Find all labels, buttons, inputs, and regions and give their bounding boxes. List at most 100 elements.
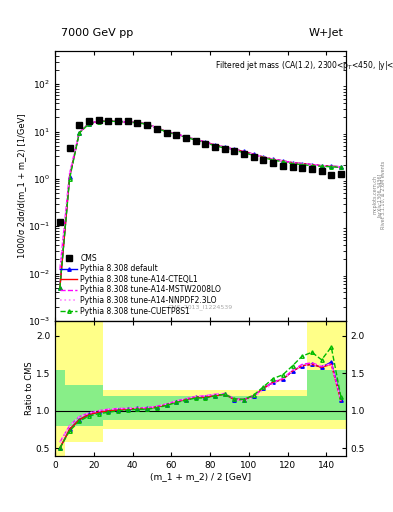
Pythia 8.308 tune-A14-MSTW2008LO <box>77 130 82 136</box>
Pythia 8.308 tune-A14-MSTW2008LO <box>203 139 208 145</box>
CMS <box>86 118 91 124</box>
Pythia 8.308 default <box>252 152 256 158</box>
Y-axis label: Ratio to CMS: Ratio to CMS <box>26 361 35 415</box>
Pythia 8.308 tune-CUETP8S1 <box>242 150 246 156</box>
CMS <box>213 143 217 150</box>
Pythia 8.308 tune-CUETP8S1 <box>106 118 111 124</box>
Pythia 8.308 tune-A14-CTEQL1 <box>213 142 217 148</box>
Text: [arXiv:1306.3436]: [arXiv:1306.3436] <box>377 173 382 217</box>
Text: 7000 GeV pp: 7000 GeV pp <box>61 28 133 38</box>
Pythia 8.308 tune-A14-NNPDF2.3LO <box>271 156 275 162</box>
Pythia 8.308 tune-CUETP8S1 <box>252 153 256 159</box>
Pythia 8.308 tune-CUETP8S1 <box>184 134 188 140</box>
Pythia 8.308 tune-A14-NNPDF2.3LO <box>213 142 217 148</box>
Pythia 8.308 tune-A14-CTEQL1 <box>57 285 62 291</box>
Pythia 8.308 tune-CUETP8S1 <box>271 157 275 163</box>
CMS <box>135 119 140 125</box>
Pythia 8.308 tune-A14-CTEQL1 <box>290 160 295 166</box>
Pythia 8.308 tune-A14-MSTW2008LO <box>154 125 159 131</box>
Pythia 8.308 default <box>96 118 101 124</box>
Pythia 8.308 tune-CUETP8S1 <box>213 143 217 149</box>
Pythia 8.308 tune-CUETP8S1 <box>290 161 295 167</box>
Pythia 8.308 default <box>329 163 334 169</box>
CMS <box>222 146 227 153</box>
Pythia 8.308 tune-CUETP8S1 <box>232 147 237 154</box>
Pythia 8.308 default <box>193 136 198 142</box>
Pythia 8.308 tune-CUETP8S1 <box>67 176 72 182</box>
Pythia 8.308 tune-A14-CTEQL1 <box>67 174 72 180</box>
Pythia 8.308 tune-A14-CTEQL1 <box>184 134 188 140</box>
Pythia 8.308 tune-A14-MSTW2008LO <box>222 144 227 150</box>
Pythia 8.308 tune-A14-NNPDF2.3LO <box>174 131 178 137</box>
Pythia 8.308 tune-CUETP8S1 <box>77 130 82 136</box>
Pythia 8.308 tune-A14-MSTW2008LO <box>242 148 246 155</box>
Pythia 8.308 tune-A14-CTEQL1 <box>193 136 198 142</box>
Pythia 8.308 default <box>57 285 62 291</box>
CMS <box>252 154 256 160</box>
Pythia 8.308 tune-A14-NNPDF2.3LO <box>106 118 111 124</box>
Pythia 8.308 tune-A14-MSTW2008LO <box>125 119 130 125</box>
Pythia 8.308 tune-A14-CTEQL1 <box>96 118 101 124</box>
CMS <box>310 166 314 173</box>
Text: Filtered jet mass (CA(1.2), 2300<p$_T$<450, |y|<2.5): Filtered jet mass (CA(1.2), 2300<p$_T$<4… <box>215 59 393 72</box>
Pythia 8.308 tune-CUETP8S1 <box>96 118 101 124</box>
Line: Pythia 8.308 tune-A14-MSTW2008LO: Pythia 8.308 tune-A14-MSTW2008LO <box>60 121 341 270</box>
Pythia 8.308 tune-A14-MSTW2008LO <box>96 118 101 124</box>
Pythia 8.308 tune-A14-CTEQL1 <box>174 131 178 137</box>
Pythia 8.308 tune-A14-NNPDF2.3LO <box>261 154 266 160</box>
Pythia 8.308 tune-CUETP8S1 <box>329 164 334 170</box>
Pythia 8.308 default <box>281 158 285 164</box>
Pythia 8.308 tune-A14-CTEQL1 <box>222 144 227 150</box>
X-axis label: (m_1 + m_2) / 2 [GeV]: (m_1 + m_2) / 2 [GeV] <box>150 472 251 481</box>
Y-axis label: 1000/σ 2dσ/d(m_1 + m_2) [1/GeV]: 1000/σ 2dσ/d(m_1 + m_2) [1/GeV] <box>17 114 26 259</box>
Pythia 8.308 tune-A14-MSTW2008LO <box>252 152 256 158</box>
Pythia 8.308 tune-CUETP8S1 <box>222 145 227 151</box>
Pythia 8.308 default <box>135 119 140 125</box>
CMS <box>125 118 130 124</box>
CMS <box>145 122 149 128</box>
Pythia 8.308 tune-CUETP8S1 <box>164 129 169 135</box>
Pythia 8.308 tune-A14-NNPDF2.3LO <box>203 139 208 145</box>
Pythia 8.308 tune-A14-CTEQL1 <box>281 158 285 164</box>
Pythia 8.308 default <box>125 119 130 125</box>
CMS <box>184 135 188 141</box>
Pythia 8.308 tune-A14-NNPDF2.3LO <box>184 134 188 140</box>
Pythia 8.308 tune-CUETP8S1 <box>339 164 343 170</box>
Pythia 8.308 default <box>310 162 314 168</box>
CMS <box>193 138 198 144</box>
Text: CMS_2013_I1224539: CMS_2013_I1224539 <box>168 304 233 310</box>
Pythia 8.308 default <box>174 131 178 137</box>
Pythia 8.308 tune-A14-MSTW2008LO <box>300 161 305 167</box>
Line: Pythia 8.308 default: Pythia 8.308 default <box>58 119 343 289</box>
Pythia 8.308 tune-A14-CTEQL1 <box>319 163 324 169</box>
Pythia 8.308 tune-A14-NNPDF2.3LO <box>164 129 169 135</box>
Pythia 8.308 tune-A14-MSTW2008LO <box>290 160 295 166</box>
Pythia 8.308 tune-A14-NNPDF2.3LO <box>135 119 140 125</box>
CMS <box>329 172 334 178</box>
CMS <box>116 118 120 124</box>
Pythia 8.308 default <box>116 118 120 124</box>
CMS <box>106 118 111 124</box>
CMS <box>154 125 159 132</box>
Legend: CMS, Pythia 8.308 default, Pythia 8.308 tune-A14-CTEQL1, Pythia 8.308 tune-A14-M: CMS, Pythia 8.308 default, Pythia 8.308 … <box>59 252 222 317</box>
CMS <box>300 165 305 171</box>
Line: Pythia 8.308 tune-CUETP8S1: Pythia 8.308 tune-CUETP8S1 <box>58 119 343 289</box>
Pythia 8.308 tune-CUETP8S1 <box>145 121 149 127</box>
Pythia 8.308 tune-A14-NNPDF2.3LO <box>154 125 159 131</box>
Pythia 8.308 tune-A14-NNPDF2.3LO <box>145 121 149 127</box>
Pythia 8.308 tune-A14-CTEQL1 <box>252 152 256 158</box>
CMS <box>339 170 343 177</box>
Pythia 8.308 default <box>77 130 82 136</box>
Pythia 8.308 tune-A14-NNPDF2.3LO <box>222 144 227 150</box>
Pythia 8.308 tune-A14-NNPDF2.3LO <box>125 119 130 125</box>
Pythia 8.308 tune-CUETP8S1 <box>86 121 91 127</box>
Pythia 8.308 tune-A14-MSTW2008LO <box>213 142 217 148</box>
Pythia 8.308 tune-A14-MSTW2008LO <box>271 156 275 162</box>
Pythia 8.308 tune-CUETP8S1 <box>310 163 314 169</box>
Pythia 8.308 tune-A14-CTEQL1 <box>232 146 237 153</box>
Pythia 8.308 tune-A14-CTEQL1 <box>300 161 305 167</box>
Pythia 8.308 default <box>290 160 295 166</box>
Pythia 8.308 tune-CUETP8S1 <box>319 163 324 169</box>
Pythia 8.308 tune-CUETP8S1 <box>261 155 266 161</box>
Pythia 8.308 tune-CUETP8S1 <box>281 159 285 165</box>
